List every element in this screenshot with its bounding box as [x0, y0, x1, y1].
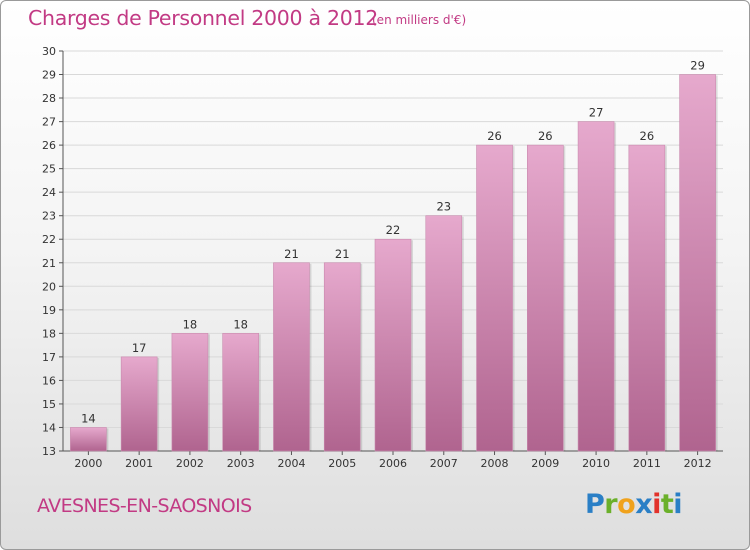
- data-label-2011: 26: [640, 129, 655, 143]
- y-tick-label: 15: [42, 398, 56, 411]
- data-label-2008: 26: [487, 129, 502, 143]
- x-tick-label-2012: 2012: [684, 457, 712, 470]
- data-label-2004: 21: [284, 247, 299, 261]
- bars: [70, 74, 718, 452]
- x-tick-label-2008: 2008: [481, 457, 509, 470]
- bar-2002: [171, 333, 209, 452]
- x-tick-label-2010: 2010: [582, 457, 610, 470]
- commune-name: AVESNES-EN-SAOSNOIS: [37, 495, 252, 517]
- logo-letter: x: [635, 489, 653, 520]
- x-tick-label-2002: 2002: [176, 457, 204, 470]
- y-tick-label: 22: [42, 233, 56, 246]
- bar-2008: [476, 144, 513, 452]
- y-tick-label: 14: [42, 421, 56, 434]
- bar-2001: [120, 356, 158, 452]
- data-label-2012: 29: [690, 59, 705, 73]
- y-tick-label: 20: [42, 280, 56, 293]
- bar-2006: [374, 238, 412, 452]
- y-tick-label: 23: [42, 210, 56, 223]
- bar-2010: [577, 121, 615, 452]
- data-label-2003: 18: [233, 317, 248, 331]
- x-tick-label-2004: 2004: [277, 457, 305, 470]
- logo-letter: r: [604, 489, 618, 520]
- logo-letter: o: [617, 489, 636, 520]
- y-tick-label: 13: [42, 445, 56, 458]
- x-tick-label-2006: 2006: [379, 457, 407, 470]
- bar-2012: [679, 74, 716, 452]
- y-tick-label: 17: [42, 351, 56, 364]
- bar-2011: [628, 144, 666, 452]
- bar-2000: [70, 427, 107, 452]
- x-tick-label-2001: 2001: [125, 457, 153, 470]
- logo-letter: i: [673, 489, 683, 520]
- data-label-2006: 22: [386, 223, 401, 237]
- x-tick-label-2003: 2003: [227, 457, 255, 470]
- data-label-2001: 17: [132, 341, 147, 355]
- proxiti-logo[interactable]: Proxiti: [585, 489, 683, 520]
- x-tick-label-2000: 2000: [74, 457, 102, 470]
- data-label-2002: 18: [183, 317, 198, 331]
- data-label-2005: 21: [335, 247, 350, 261]
- x-tick-label-2009: 2009: [531, 457, 559, 470]
- y-tick-label: 18: [42, 327, 56, 340]
- y-tick-label: 26: [42, 139, 56, 152]
- bar-2004: [273, 262, 310, 452]
- data-label-2000: 14: [81, 411, 96, 425]
- data-label-2007: 23: [436, 200, 451, 214]
- chart-subtitle: (en milliers d'€): [372, 13, 467, 27]
- x-tick-label-2011: 2011: [633, 457, 661, 470]
- y-tick-label: 27: [42, 116, 56, 129]
- y-tick-label: 30: [42, 45, 56, 58]
- data-labels: 14 17 18 18 21 21 22 23 26 26 27 26 29: [81, 59, 705, 426]
- bar-2005: [323, 262, 361, 452]
- y-tick-label: 16: [42, 374, 56, 387]
- y-tick-label: 21: [42, 257, 56, 270]
- y-tick-label: 24: [42, 186, 56, 199]
- y-tick-label: 19: [42, 304, 56, 317]
- bar-2009: [527, 144, 564, 452]
- data-label-2010: 27: [589, 106, 604, 120]
- x-tick-label-2007: 2007: [430, 457, 458, 470]
- chart-title: Charges de Personnel 2000 à 2012: [28, 6, 378, 30]
- bar-2007: [425, 215, 463, 452]
- logo-letter: P: [585, 489, 605, 520]
- bar-2003: [222, 333, 259, 452]
- logo-letter: t: [660, 489, 674, 520]
- data-label-2009: 26: [538, 129, 553, 143]
- x-tick-label-2005: 2005: [328, 457, 356, 470]
- logo-letter: i: [652, 489, 661, 520]
- y-tick-label: 29: [42, 69, 56, 82]
- y-tick-label: 28: [42, 92, 56, 105]
- y-tick-label: 25: [42, 163, 56, 176]
